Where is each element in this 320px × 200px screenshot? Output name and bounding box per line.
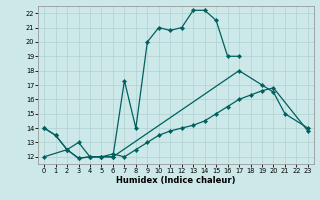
X-axis label: Humidex (Indice chaleur): Humidex (Indice chaleur) — [116, 176, 236, 185]
